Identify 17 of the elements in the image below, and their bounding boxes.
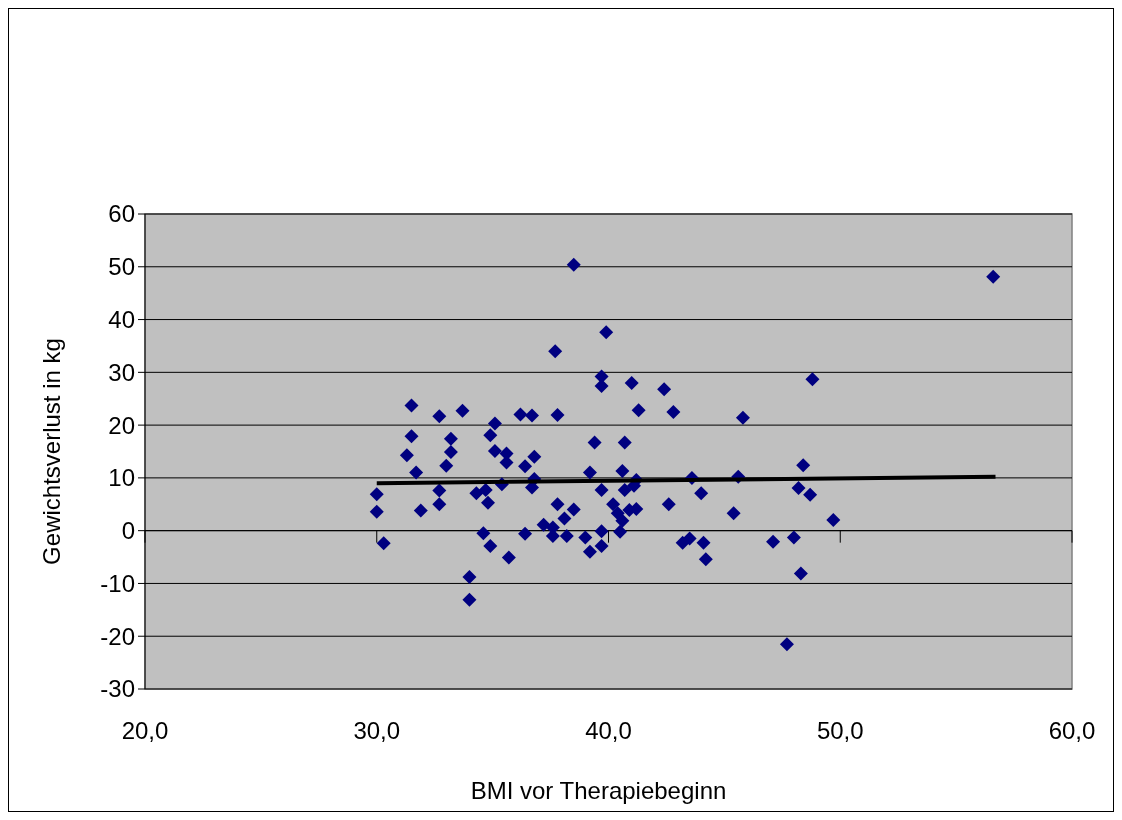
- y-tick-label: -10: [100, 569, 135, 597]
- y-tick-label: 30: [108, 358, 135, 386]
- x-tick-label: 50,0: [816, 717, 864, 744]
- y-tick-label: 10: [108, 464, 135, 492]
- x-axis-title: BMI vor Therapiebeginn: [470, 777, 727, 804]
- y-tick-label: 40: [108, 305, 135, 333]
- x-tick-label: 60,0: [1048, 717, 1096, 744]
- x-tick-label: 30,0: [353, 717, 401, 744]
- y-tick-label: -30: [100, 675, 135, 703]
- x-tick-label: 20,0: [121, 717, 169, 744]
- y-tick-label: 60: [108, 200, 135, 228]
- y-tick-label: 20: [108, 411, 135, 439]
- y-tick-label: 50: [108, 253, 135, 281]
- x-tick-label: 40,0: [585, 717, 632, 744]
- y-tick-label: 0: [121, 517, 135, 545]
- y-tick-label: -20: [100, 622, 135, 650]
- y-axis-title: Gewichtsverlust in kg: [38, 338, 65, 565]
